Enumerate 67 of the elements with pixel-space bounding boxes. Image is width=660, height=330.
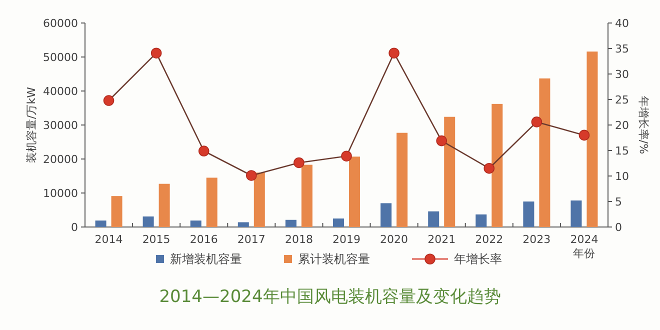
point — [198, 146, 210, 156]
y-tick-label: 60000 — [43, 17, 78, 30]
bar — [444, 116, 456, 227]
bar — [158, 184, 170, 227]
point — [150, 48, 162, 58]
y-tick-label: 30000 — [43, 119, 78, 132]
y2-tick-label: 0 — [615, 221, 622, 234]
x-tick-label: 2024 — [570, 233, 598, 246]
bar — [238, 222, 249, 227]
y2-tick-label: 35 — [615, 42, 629, 56]
point — [103, 95, 114, 106]
x-tick-label: 2021 — [428, 233, 456, 246]
x-tick-label: 2018 — [284, 233, 313, 246]
x-tick-label: 2015 — [142, 233, 170, 246]
bar — [380, 203, 392, 227]
point — [246, 170, 257, 181]
y2-axis-title: 年增长率/% — [637, 96, 650, 154]
point — [578, 130, 590, 141]
point — [294, 157, 304, 168]
x-tick-label: 2016 — [190, 233, 218, 246]
x-axis-title: 年份 — [573, 247, 596, 260]
point — [484, 162, 495, 174]
y2-tick-label: 15 — [615, 144, 629, 158]
y-tick-label: 40000 — [43, 85, 78, 98]
bar — [570, 200, 582, 227]
bar — [428, 211, 440, 227]
bar — [396, 132, 408, 227]
bar — [111, 196, 122, 227]
bar — [254, 172, 265, 227]
y2-tick-label: 10 — [615, 170, 629, 183]
bar — [492, 104, 503, 227]
bar — [190, 220, 202, 227]
bar — [142, 216, 154, 227]
bar — [206, 178, 218, 227]
y-tick-label: 0 — [71, 221, 78, 234]
x-tick-label: 2020 — [380, 233, 408, 246]
y-tick-label: 50000 — [43, 51, 78, 64]
text: 2014—2024年中国风电装机容量及变化趋势 — [159, 287, 501, 307]
y2-tick-label: 30 — [615, 68, 629, 81]
bar — [285, 220, 296, 227]
x-tick-label: 2023 — [522, 233, 551, 246]
x-tick-label: 2017 — [237, 233, 266, 246]
y2-tick-label: 5 — [615, 196, 622, 208]
point — [388, 48, 400, 58]
x-tick-label: 2014 — [94, 233, 123, 246]
bar — [539, 78, 550, 227]
legend-label: 新增装机容量 — [170, 252, 242, 266]
legend-label: 累计装机容量 — [298, 252, 370, 266]
y-axis-title: 装机容量/万kW — [25, 86, 38, 163]
y2-tick-label: 20 — [615, 119, 629, 132]
x-tick-label: 2019 — [332, 233, 360, 246]
y-tick-label: 20000 — [43, 153, 78, 166]
y2-tick-label: 25 — [615, 94, 629, 106]
bar — [523, 202, 534, 227]
bar — [333, 218, 344, 227]
bar — [586, 52, 598, 227]
bar — [349, 156, 360, 227]
point — [531, 116, 542, 128]
point — [436, 135, 447, 146]
y-tick-label: 10000 — [43, 187, 78, 200]
legend-label: 年增长率 — [454, 252, 502, 266]
x-tick-label: 2022 — [475, 233, 504, 246]
bar — [301, 164, 312, 227]
point — [341, 150, 352, 162]
bar — [95, 220, 106, 227]
bar — [476, 214, 487, 227]
y2-tick-label: 40 — [615, 17, 629, 30]
